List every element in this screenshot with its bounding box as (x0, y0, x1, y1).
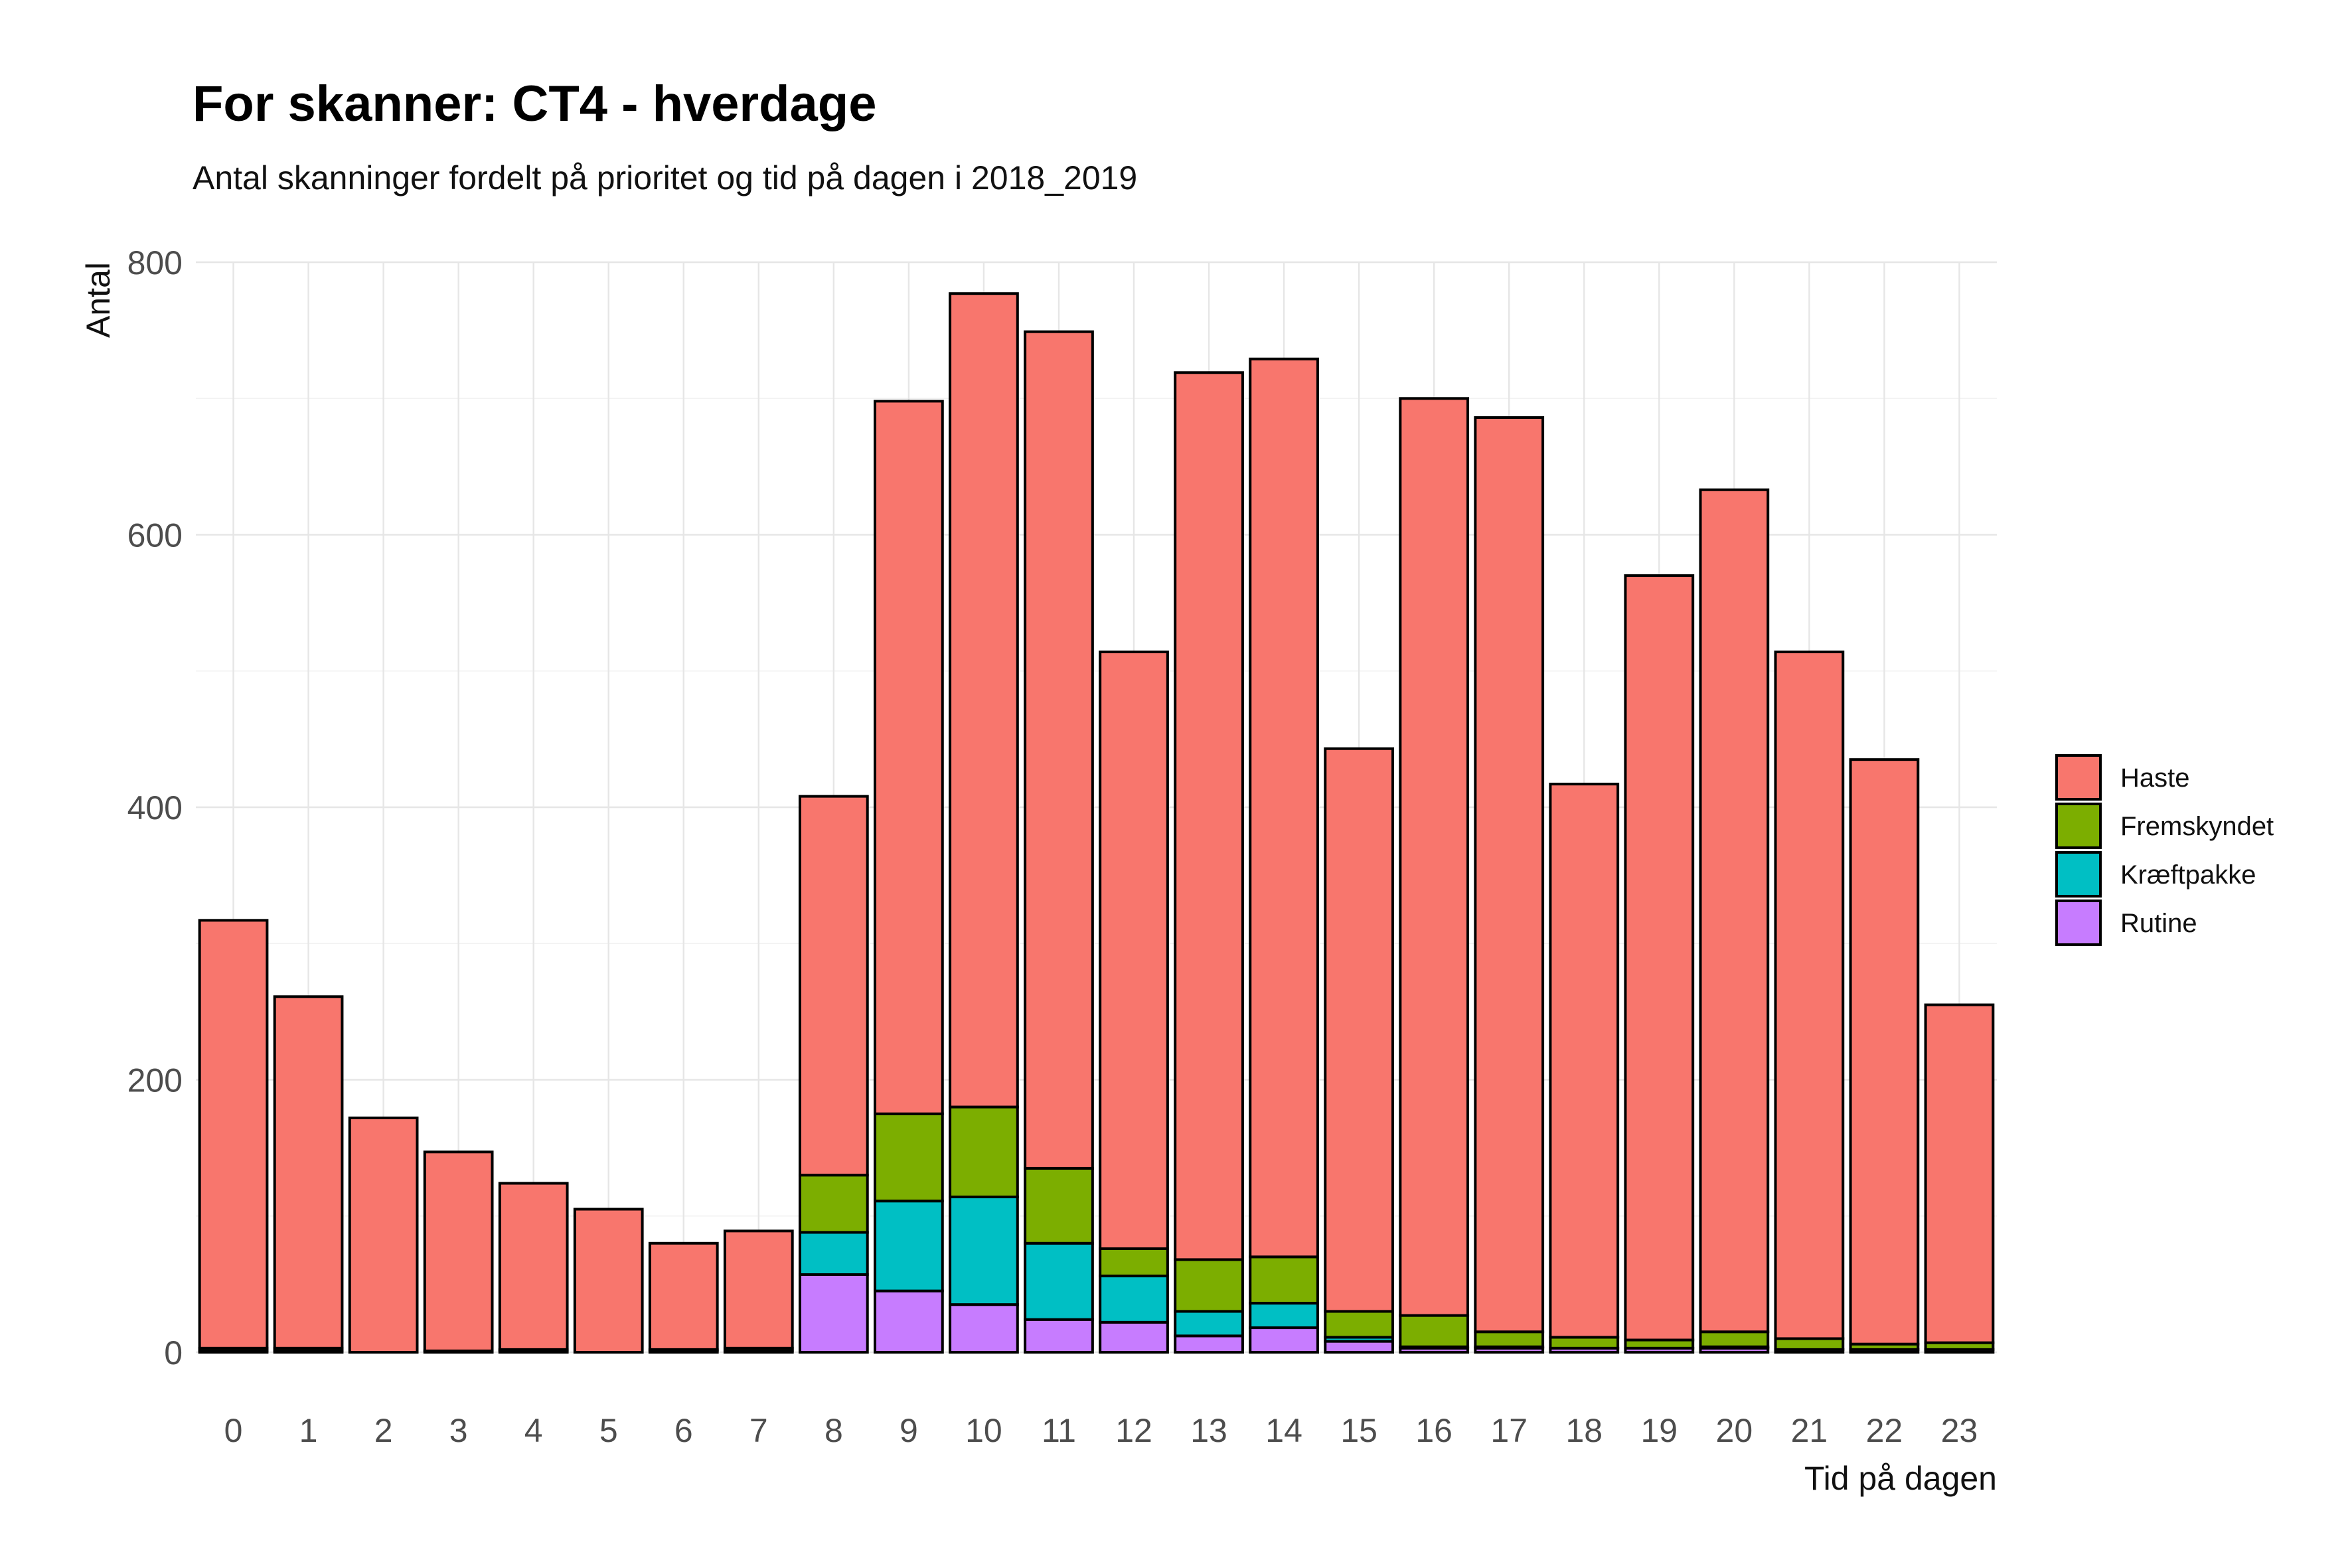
bar-rutine-11 (1024, 1318, 1094, 1354)
bar-rutine-8 (798, 1273, 869, 1354)
x-tick-label: 6 (674, 1412, 693, 1449)
x-tick-label: 22 (1866, 1412, 1903, 1449)
x-tick-label: 1 (299, 1412, 318, 1449)
bar-haste-22 (1849, 758, 1920, 1346)
bar-haste-23 (1924, 1003, 1995, 1344)
bar-rutine-12 (1099, 1320, 1169, 1354)
bar-haste-12 (1099, 651, 1169, 1251)
legend-key-fremskyndet (2055, 803, 2102, 849)
bar-haste-9 (874, 400, 944, 1115)
x-tick-label: 15 (1340, 1412, 1377, 1449)
bar-haste-2 (348, 1116, 419, 1354)
bar-rutine-13 (1174, 1334, 1244, 1354)
legend-label-haste: Haste (2120, 763, 2190, 793)
bar-fremskyndet-21 (1774, 1337, 1845, 1351)
bar-fremskyndet-15 (1324, 1310, 1395, 1339)
bar-haste-16 (1399, 397, 1470, 1317)
y-axis-ticks: 0 200 400 600 800 (127, 244, 183, 1372)
bar-haste-17 (1474, 416, 1545, 1334)
y-tick-label: 400 (127, 789, 183, 826)
bar-fremskyndet-8 (798, 1174, 869, 1234)
x-tick-label: 18 (1565, 1412, 1603, 1449)
y-tick-label: 800 (127, 244, 183, 281)
bar-haste-10 (949, 292, 1019, 1109)
x-tick-label: 21 (1791, 1412, 1828, 1449)
x-tick-label: 19 (1641, 1412, 1678, 1449)
bar-haste-21 (1774, 651, 1845, 1340)
bar-kræftpakke-11 (1024, 1241, 1094, 1321)
bar-haste-14 (1249, 357, 1319, 1259)
x-axis-ticks: 0 1 2 3 4 5 6 7 8 9 10 11 12 13 14 15 16 17 18 19 20 21 22 23 (224, 1412, 1978, 1449)
bar-haste-19 (1624, 574, 1695, 1342)
x-tick-label: 7 (749, 1412, 768, 1449)
bar-kræftpakke-13 (1174, 1310, 1244, 1338)
x-tick-label: 5 (599, 1412, 618, 1449)
bar-fremskyndet-16 (1399, 1314, 1470, 1348)
bar-kræftpakke-8 (798, 1231, 869, 1277)
bar-fremskyndet-17 (1474, 1330, 1545, 1348)
x-tick-label: 10 (965, 1412, 1002, 1449)
y-tick-label: 0 (164, 1334, 183, 1372)
x-tick-label: 17 (1490, 1412, 1528, 1449)
legend-key-haste (2055, 754, 2102, 801)
legend-label-fremskyndet: Fremskyndet (2120, 812, 2274, 841)
x-tick-label: 3 (449, 1412, 468, 1449)
bar-fremskyndet-12 (1099, 1247, 1169, 1278)
x-tick-label: 4 (524, 1412, 543, 1449)
bar-rutine-9 (874, 1289, 944, 1354)
chart-subtitle: Antal skanninger fordelt på prioritet og… (193, 159, 1137, 196)
bar-rutine-14 (1249, 1326, 1319, 1354)
bar-haste-6 (648, 1241, 719, 1351)
bar-haste-15 (1324, 747, 1395, 1313)
bar-fremskyndet-20 (1699, 1330, 1770, 1348)
x-tick-label: 9 (900, 1412, 918, 1449)
bar-haste-1 (273, 995, 344, 1350)
legend-key-rutine (2055, 900, 2102, 946)
chart-title: For skanner: CT4 - hverdage (193, 76, 877, 132)
legend-label-rutine: Rutine (2120, 909, 2197, 938)
bar-fremskyndet-14 (1249, 1255, 1319, 1305)
bar-fremskyndet-9 (874, 1112, 944, 1203)
bar-kræftpakke-9 (874, 1200, 944, 1293)
legend-key-kræftpakke (2055, 851, 2102, 898)
bar-haste-20 (1699, 488, 1770, 1334)
bar-fremskyndet-13 (1174, 1258, 1244, 1313)
bar-haste-3 (423, 1150, 494, 1352)
bar-rutine-15 (1324, 1340, 1395, 1354)
bar-haste-13 (1174, 371, 1244, 1261)
bar-fremskyndet-11 (1024, 1166, 1094, 1245)
x-tick-label: 14 (1265, 1412, 1302, 1449)
x-tick-label: 11 (1042, 1412, 1076, 1449)
bar-rutine-10 (949, 1303, 1019, 1354)
x-tick-label: 23 (1941, 1412, 1978, 1449)
legend-label-kræftpakke: Kræftpakke (2120, 860, 2256, 890)
x-tick-label: 13 (1190, 1412, 1227, 1449)
x-tick-label: 12 (1115, 1412, 1152, 1449)
x-tick-label: 8 (824, 1412, 843, 1449)
bar-fremskyndet-10 (949, 1105, 1019, 1199)
bar-haste-11 (1024, 330, 1094, 1170)
bar-haste-4 (498, 1182, 569, 1351)
bar-haste-7 (723, 1229, 794, 1350)
y-tick-label: 200 (127, 1062, 183, 1099)
bar-kræftpakke-10 (949, 1196, 1019, 1306)
bar-haste-0 (198, 919, 269, 1350)
legend: Haste Fremskyndet Kræftpakke Rutine (2055, 754, 2274, 946)
bar-haste-18 (1549, 783, 1620, 1339)
bar-kræftpakke-12 (1099, 1275, 1169, 1324)
y-axis-title: Antal (80, 262, 117, 338)
x-tick-label: 20 (1716, 1412, 1753, 1449)
bar-haste-8 (798, 795, 869, 1177)
bars (198, 292, 1995, 1354)
bar-kræftpakke-14 (1249, 1302, 1319, 1330)
bar-fremskyndet-18 (1549, 1336, 1620, 1350)
bar-haste-5 (573, 1208, 644, 1354)
y-tick-label: 600 (127, 517, 183, 554)
x-tick-label: 2 (374, 1412, 393, 1449)
x-tick-label: 16 (1415, 1412, 1452, 1449)
x-tick-label: 0 (224, 1412, 243, 1449)
x-axis-title: Tid på dagen (1804, 1460, 1997, 1497)
